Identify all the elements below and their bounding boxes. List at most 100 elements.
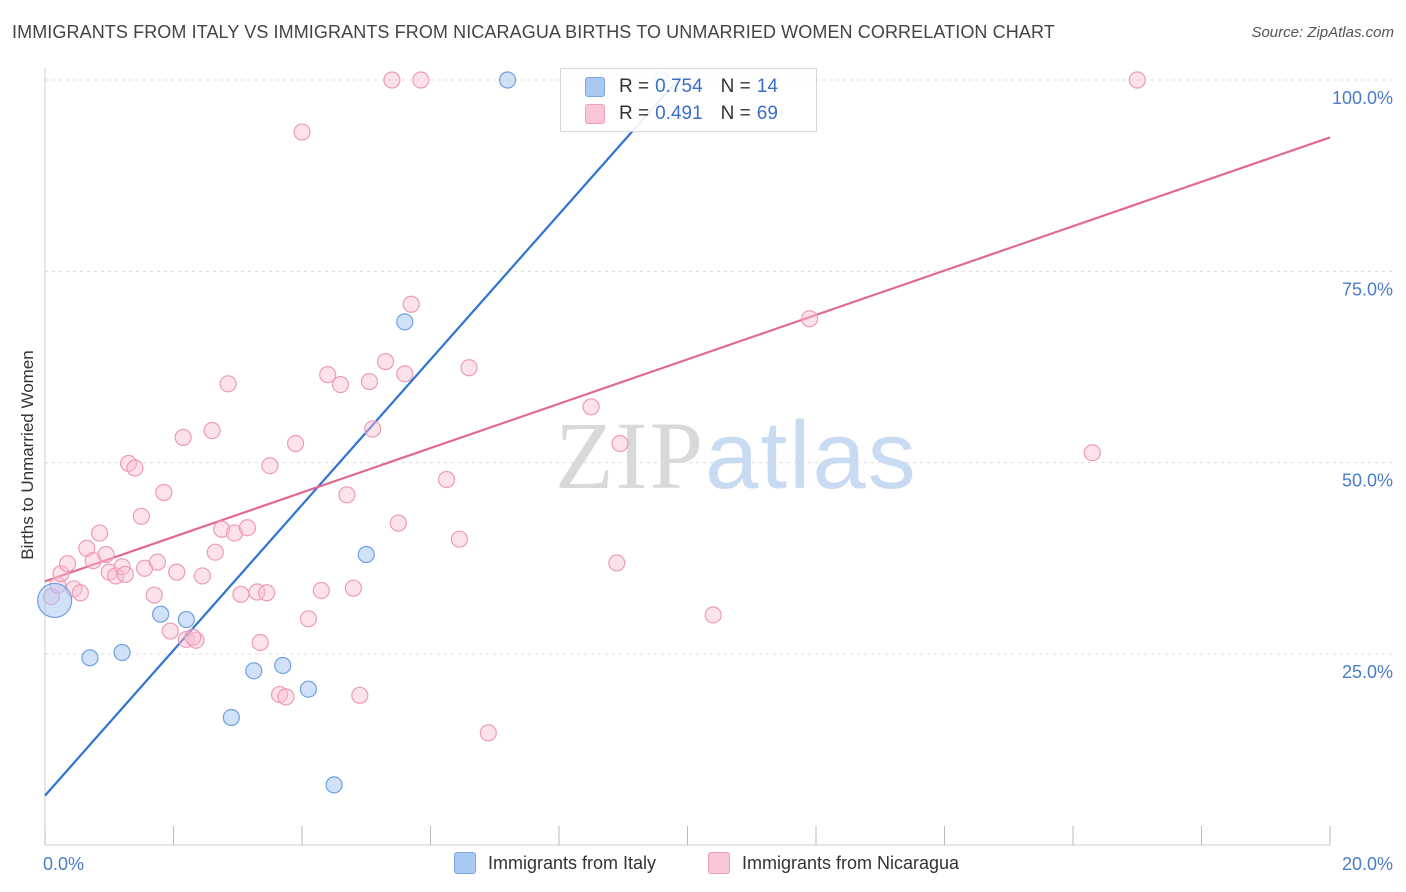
point-italy: [177, 610, 195, 629]
point-nicaragua: [52, 565, 70, 583]
y-tick-label: 75.0%: [1342, 279, 1393, 299]
point-italy: [299, 680, 318, 698]
legend-r-value: 0.754: [655, 76, 703, 97]
legend: R = 0.754 N = 14 R = 0.491 N = 69: [560, 68, 817, 132]
point-nicaragua: [206, 543, 224, 561]
point-nicaragua: [608, 554, 626, 572]
series-legend: Immigrants from Italy Immigrants from Ni…: [0, 852, 1406, 878]
point-nicaragua: [338, 486, 356, 504]
legend-r-value: 0.491: [655, 103, 703, 124]
legend-row-italy: R = 0.754 N = 14: [585, 75, 784, 99]
point-nicaragua: [145, 586, 163, 604]
point-nicaragua: [58, 555, 77, 573]
point-italy: [325, 776, 343, 794]
point-nicaragua: [319, 366, 337, 384]
watermark: ZIPatlas: [555, 400, 918, 511]
point-nicaragua: [704, 606, 722, 624]
point-nicaragua: [116, 565, 134, 584]
point-nicaragua: [437, 470, 456, 489]
point-nicaragua: [91, 524, 109, 542]
y-tick-label: 50.0%: [1342, 471, 1393, 491]
point-nicaragua: [258, 584, 276, 602]
axes: [44, 68, 1331, 846]
point-nicaragua: [360, 372, 379, 391]
point-nicaragua: [582, 398, 600, 416]
data-points: [37, 71, 1146, 794]
x-tick-label: 0.0%: [43, 854, 84, 874]
point-nicaragua: [364, 420, 382, 438]
point-nicaragua: [132, 507, 150, 525]
tick-labels: 25.0% 50.0% 75.0% 100.0% 0.0% 20.0%: [43, 88, 1393, 874]
point-nicaragua: [344, 579, 362, 597]
point-nicaragua: [155, 483, 173, 502]
point-nicaragua: [232, 585, 250, 603]
point-italy: [274, 656, 292, 675]
point-nicaragua: [225, 524, 244, 542]
point-nicaragua: [168, 563, 186, 581]
point-nicaragua: [126, 459, 144, 477]
point-nicaragua: [251, 633, 269, 652]
watermark-atlas: atlas: [705, 402, 918, 509]
point-italy: [245, 662, 263, 680]
point-nicaragua: [383, 71, 401, 89]
point-italy: [357, 545, 375, 564]
watermark-zip: ZIP: [555, 402, 705, 509]
trend-lines: [44, 75, 1331, 797]
series-legend-italy[interactable]: Immigrants from Italy: [454, 852, 656, 874]
point-nicaragua: [187, 631, 205, 649]
series-swatch-nicaragua: [708, 852, 730, 874]
series-label-italy: Immigrants from Italy: [488, 852, 657, 873]
point-nicaragua: [376, 353, 395, 371]
legend-swatch-italy: [585, 77, 605, 97]
point-nicaragua: [193, 567, 212, 585]
point-italy: [81, 649, 99, 667]
point-italy: [499, 71, 517, 89]
point-nicaragua: [450, 530, 469, 548]
point-nicaragua: [184, 628, 202, 646]
y-tick-label: 25.0%: [1342, 662, 1393, 682]
point-nicaragua: [1083, 444, 1101, 462]
point-nicaragua: [277, 688, 295, 706]
point-italy: [396, 313, 414, 331]
chart-source: Source: ZipAtlas.com: [1251, 24, 1394, 41]
point-italy: [222, 708, 240, 727]
point-nicaragua: [351, 686, 369, 704]
legend-n-label: N =: [720, 103, 751, 124]
point-nicaragua: [203, 421, 221, 440]
point-nicaragua: [174, 428, 192, 447]
point-nicaragua: [213, 520, 231, 538]
point-nicaragua: [800, 310, 819, 328]
point-nicaragua: [293, 123, 311, 141]
legend-r-label: R =: [619, 103, 650, 124]
legend-r-label: R =: [619, 76, 650, 97]
point-italy: [152, 605, 170, 623]
point-nicaragua: [161, 622, 179, 640]
legend-row-nicaragua: R = 0.491 N = 69: [585, 102, 784, 126]
point-nicaragua: [248, 583, 266, 601]
point-nicaragua: [402, 295, 420, 313]
legend-n-value: 69: [756, 103, 778, 124]
legend-n-value: 14: [756, 76, 778, 97]
point-nicaragua: [71, 584, 89, 602]
point-nicaragua: [261, 457, 279, 475]
point-nicaragua: [396, 365, 414, 383]
point-nicaragua: [97, 545, 115, 564]
y-tick-label: 100.0%: [1332, 88, 1393, 108]
point-nicaragua: [331, 376, 350, 394]
series-label-nicaragua: Immigrants from Nicaragua: [742, 852, 960, 873]
point-italy: [113, 643, 131, 662]
legend-n-label: N =: [720, 76, 751, 97]
point-nicaragua: [412, 71, 430, 89]
point-italy: [37, 582, 73, 619]
trend-line-italy: [44, 75, 682, 797]
point-nicaragua: [389, 514, 407, 532]
point-nicaragua: [312, 581, 330, 600]
point-nicaragua: [1128, 71, 1146, 89]
point-nicaragua: [611, 434, 629, 453]
series-swatch-italy: [454, 852, 476, 874]
point-nicaragua: [219, 375, 237, 393]
series-legend-nicaragua[interactable]: Immigrants from Nicaragua: [708, 852, 959, 874]
point-nicaragua: [238, 519, 256, 537]
point-nicaragua: [479, 724, 497, 742]
